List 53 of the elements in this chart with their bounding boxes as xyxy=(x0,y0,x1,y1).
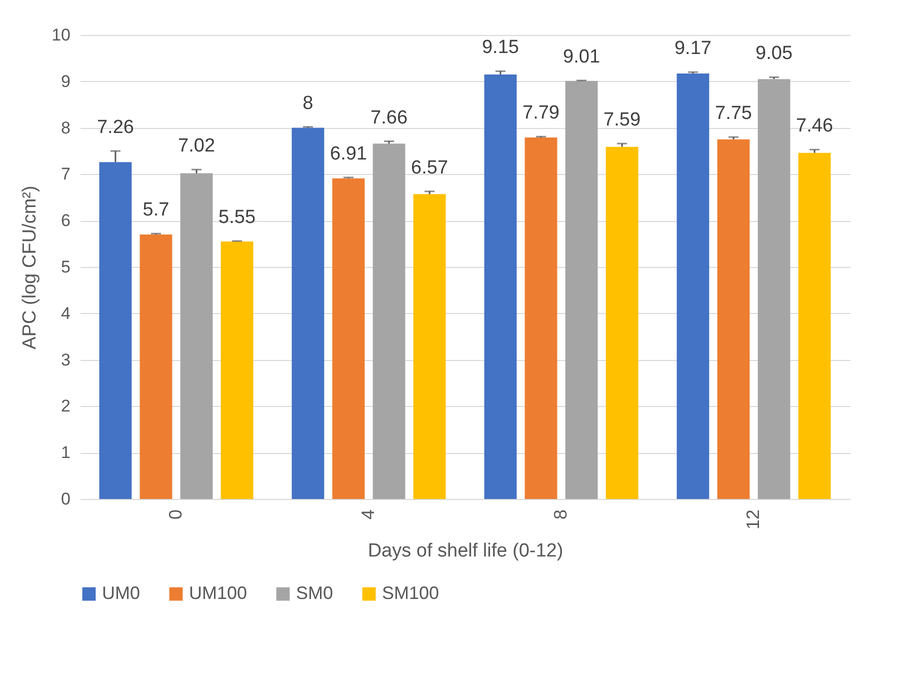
x-tick-label: 8 xyxy=(550,510,570,520)
y-tick-label: 9 xyxy=(61,72,70,91)
legend-label: SM0 xyxy=(296,583,334,603)
data-label: 8 xyxy=(302,92,314,114)
data-label: 7.46 xyxy=(796,116,834,137)
data-label: 9.05 xyxy=(756,43,793,64)
x-tick-label: 0 xyxy=(165,510,186,520)
bar xyxy=(99,162,132,499)
y-tick-label: 7 xyxy=(61,164,70,184)
legend-label: UM0 xyxy=(102,583,140,603)
bar xyxy=(292,128,324,499)
legend-label: SM100 xyxy=(382,583,440,603)
y-tick-label: 6 xyxy=(61,211,70,230)
y-tick-label: 0 xyxy=(61,490,70,508)
data-label: 7.59 xyxy=(604,110,641,131)
bar xyxy=(332,178,365,499)
bar xyxy=(798,152,831,499)
data-label: 9.17 xyxy=(674,38,712,60)
y-tick-label: 10 xyxy=(52,26,70,44)
y-tick-label: 4 xyxy=(61,304,70,323)
y-tick-label: 3 xyxy=(61,350,70,370)
bar xyxy=(717,139,750,499)
bar xyxy=(676,74,710,499)
x-tick-label: 12 xyxy=(742,510,763,530)
bar xyxy=(220,241,254,499)
data-label: 9.15 xyxy=(482,37,519,58)
data-label: 7.79 xyxy=(522,102,560,124)
data-label: 5.7 xyxy=(142,200,170,221)
data-label: 7.75 xyxy=(714,103,752,124)
bar xyxy=(484,74,517,499)
data-label: 6.57 xyxy=(411,157,448,178)
x-axis-title: Days of shelf life (0-12) xyxy=(368,540,564,562)
data-label: 5.55 xyxy=(218,207,256,228)
bar xyxy=(140,234,172,499)
y-tick-label: 5 xyxy=(61,258,70,276)
legend-label: UM100 xyxy=(189,583,248,603)
y-tick-label: 8 xyxy=(61,118,70,138)
data-label: 7.26 xyxy=(96,117,134,138)
data-label: 9.01 xyxy=(563,46,600,68)
bar xyxy=(758,79,790,499)
y-tick-label: 2 xyxy=(61,396,70,416)
bar xyxy=(565,80,598,499)
bar xyxy=(372,144,406,499)
bar xyxy=(524,138,558,499)
data-label: 7.66 xyxy=(370,107,408,128)
y-tick-label: 1 xyxy=(61,443,70,462)
x-tick-label: 4 xyxy=(358,510,378,520)
data-label: 7.02 xyxy=(178,136,216,157)
data-label: 6.91 xyxy=(330,143,367,164)
bar xyxy=(606,146,638,499)
y-axis-title: APC (log CFU/cm²) xyxy=(20,186,41,350)
bar xyxy=(180,173,213,499)
bar xyxy=(413,194,446,499)
